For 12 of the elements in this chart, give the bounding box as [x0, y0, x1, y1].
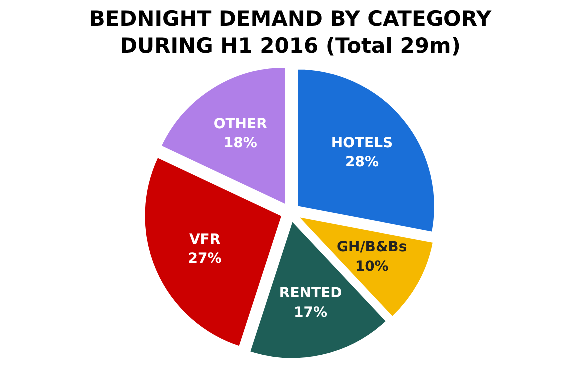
- slice-label: OTHER: [214, 116, 268, 132]
- data-label: 10%: [355, 258, 389, 275]
- data-label: 17%: [294, 304, 328, 321]
- slice-label: GH/B&Bs: [336, 240, 408, 256]
- data-label: 18%: [224, 135, 258, 152]
- slice-label: HOTELS: [331, 136, 394, 152]
- data-label: 27%: [188, 250, 222, 267]
- slice-label: VFR: [189, 232, 221, 248]
- data-label: 28%: [345, 154, 379, 171]
- chart-subtitle: DURING H1 2016 (Total 29m): [120, 34, 461, 58]
- slice-label: RENTED: [279, 286, 342, 302]
- chart-title: BEDNIGHT DEMAND BY CATEGORY: [89, 6, 492, 31]
